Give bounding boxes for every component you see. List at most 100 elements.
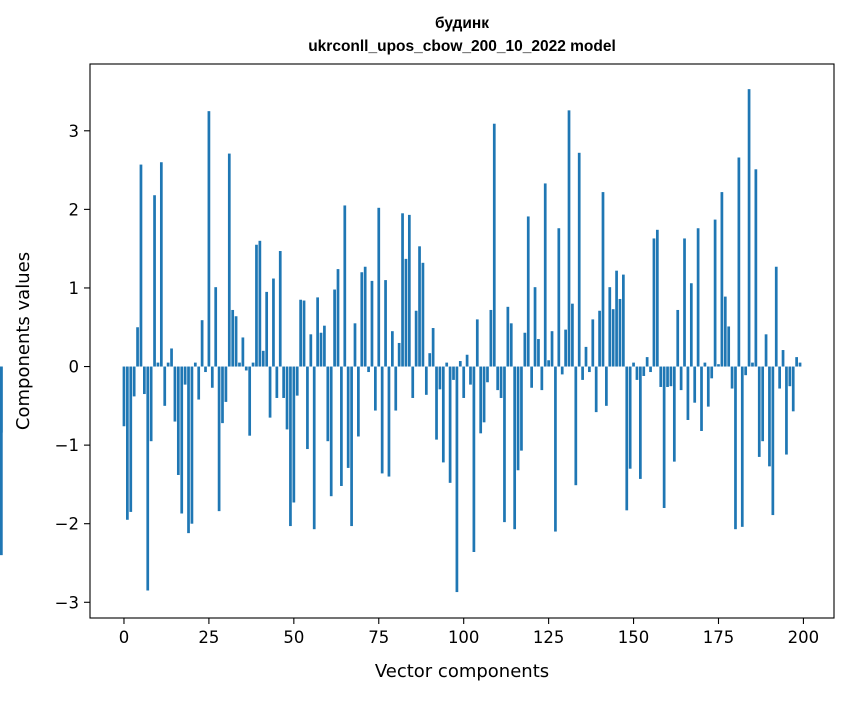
bar <box>363 266 367 367</box>
bar <box>435 366 438 440</box>
bar <box>377 207 381 367</box>
bar <box>560 366 564 375</box>
bar <box>458 361 462 367</box>
bar <box>747 89 751 367</box>
bar <box>411 366 415 398</box>
bar <box>462 366 466 398</box>
bar <box>360 272 364 367</box>
bar <box>292 366 296 503</box>
bar <box>509 323 513 367</box>
bar <box>163 366 167 406</box>
bar <box>795 357 798 367</box>
y-tick-label: 2 <box>69 200 80 219</box>
bar <box>717 364 720 367</box>
bar <box>343 205 347 367</box>
bar <box>221 366 224 424</box>
bar <box>326 366 330 442</box>
bar <box>312 366 316 530</box>
x-tick-label: 100 <box>448 628 480 647</box>
x-tick-label: 50 <box>283 628 304 647</box>
x-tick-label: 125 <box>533 628 565 647</box>
bar <box>798 362 802 367</box>
bar <box>455 366 459 593</box>
bar <box>475 319 479 367</box>
bar <box>554 366 557 532</box>
bar <box>122 366 126 427</box>
y-axis-label: Components values <box>13 252 34 430</box>
y-tick-label: 1 <box>69 279 80 298</box>
y-tick-label: 3 <box>69 122 80 141</box>
bar <box>584 346 588 367</box>
bar <box>642 366 646 376</box>
chart-subtitle: ukrconll_upos_cbow_200_10_2022 model <box>308 38 616 55</box>
bar <box>166 362 170 367</box>
bar <box>238 362 241 367</box>
bar <box>645 357 649 367</box>
bar <box>397 342 401 367</box>
bar <box>139 164 143 367</box>
bar <box>183 366 187 385</box>
y-axis-ticks: −3 −2 −1 0 1 2 3 <box>55 122 90 612</box>
x-tick-label: 75 <box>368 628 389 647</box>
bar <box>686 366 690 420</box>
bar <box>465 354 469 367</box>
bar <box>173 366 177 422</box>
x-tick-label: 200 <box>788 628 820 647</box>
bar <box>679 366 683 391</box>
bar <box>706 366 710 407</box>
bar <box>0 366 3 556</box>
bar <box>136 327 139 367</box>
bar <box>523 332 527 367</box>
bar <box>170 348 173 367</box>
bar <box>472 366 476 552</box>
bar <box>210 366 214 388</box>
bar <box>581 366 584 380</box>
bar <box>778 366 781 389</box>
bar <box>340 366 343 486</box>
bar <box>452 366 455 380</box>
bar <box>190 366 194 524</box>
bar <box>224 366 228 402</box>
bar <box>608 287 612 367</box>
bar <box>323 325 326 367</box>
bar <box>333 289 336 367</box>
bar <box>445 362 449 367</box>
bar <box>261 350 265 367</box>
bar <box>156 362 160 367</box>
bar <box>723 296 727 367</box>
bar <box>414 310 418 367</box>
x-axis-label: Vector components <box>375 661 549 682</box>
bar <box>251 362 255 367</box>
bar <box>248 366 252 436</box>
bar <box>367 366 370 373</box>
bar <box>126 366 129 520</box>
bar <box>346 366 350 468</box>
bar <box>153 195 156 367</box>
bar <box>319 332 323 367</box>
chart-title: будинк <box>435 15 489 32</box>
bar <box>618 298 622 367</box>
bar <box>740 366 744 527</box>
bar <box>605 366 608 406</box>
bar <box>357 366 360 437</box>
y-tick-label: 0 <box>69 358 80 377</box>
bar <box>503 366 506 523</box>
bar <box>204 366 207 373</box>
bar <box>407 214 411 367</box>
bar <box>513 366 517 530</box>
bar <box>761 366 765 442</box>
bar <box>370 280 374 367</box>
bar <box>176 366 180 475</box>
bar <box>499 366 503 398</box>
bar <box>129 366 133 512</box>
bar <box>744 366 748 376</box>
bar <box>683 238 686 367</box>
bar <box>730 366 734 389</box>
bar <box>530 366 533 388</box>
bar <box>720 192 724 367</box>
bar <box>567 110 571 367</box>
bar <box>520 366 523 451</box>
bar <box>672 366 676 462</box>
